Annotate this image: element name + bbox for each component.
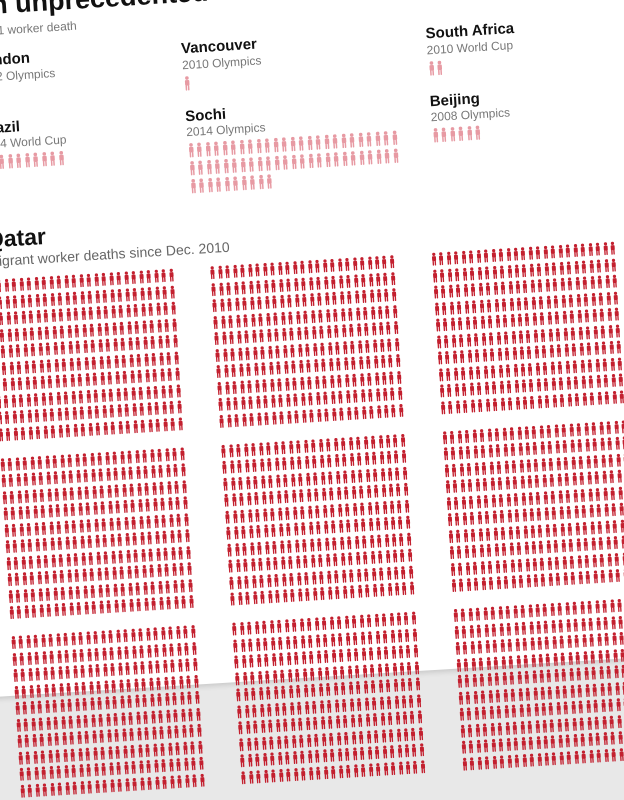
event: South Africa 2010 World Cup [425, 15, 620, 76]
icon-block [220, 432, 431, 606]
qatar-cluster [430, 240, 624, 414]
event: Vancouver 2010 Olympics [181, 27, 415, 91]
qatar-cluster [452, 597, 624, 771]
icon-block [0, 267, 199, 441]
qatar-cluster [0, 267, 199, 441]
events-grid: London 2012 Olympics Vancouver 2010 Olym… [0, 15, 624, 207]
event: Brazil 2014 World Cup [0, 110, 176, 207]
event: London 2012 Olympics [0, 42, 170, 103]
event: Sochi 2014 Olympics [185, 95, 421, 194]
qatar-cluster [10, 624, 221, 798]
qatar-cluster [231, 610, 442, 784]
icon-block [209, 254, 420, 428]
qatar-cluster [209, 254, 420, 428]
icon-block [452, 597, 624, 771]
icon-block [0, 446, 210, 620]
icon-block [187, 129, 421, 194]
icon-block [10, 624, 221, 798]
qatar-grid [0, 240, 624, 798]
icon-block [231, 610, 442, 784]
qatar-cluster [0, 446, 210, 620]
qatar-cluster [441, 419, 624, 593]
infographic-card: … directly related to, say, stadium cons… [0, 0, 624, 697]
icon-block [430, 240, 624, 414]
icon-block [441, 419, 624, 593]
event: Beijing 2008 Olympics [429, 82, 624, 179]
qatar-block: Qatar Migrant worker deaths since Dec. 2… [0, 188, 624, 799]
qatar-cluster [220, 432, 431, 606]
legend-label: = 1 worker death [0, 19, 77, 38]
